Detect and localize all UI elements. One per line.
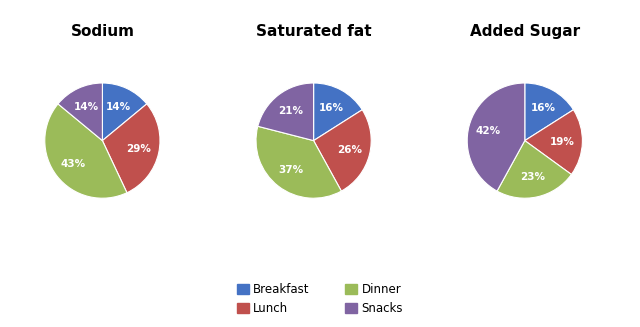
Wedge shape <box>102 104 160 193</box>
Title: Sodium: Sodium <box>70 24 134 39</box>
Text: 16%: 16% <box>319 103 344 113</box>
Text: 21%: 21% <box>278 106 303 116</box>
Wedge shape <box>258 83 314 141</box>
Text: 23%: 23% <box>520 172 545 182</box>
Wedge shape <box>102 83 147 141</box>
Text: 16%: 16% <box>531 103 556 113</box>
Wedge shape <box>58 83 102 141</box>
Wedge shape <box>467 83 525 191</box>
Wedge shape <box>256 126 341 198</box>
Title: Added Sugar: Added Sugar <box>470 24 580 39</box>
Wedge shape <box>314 83 362 141</box>
Wedge shape <box>497 141 572 198</box>
Text: 19%: 19% <box>550 137 575 147</box>
Text: 37%: 37% <box>278 165 303 175</box>
Wedge shape <box>525 110 582 175</box>
Text: 26%: 26% <box>337 145 362 155</box>
Wedge shape <box>525 83 573 141</box>
Title: Saturated fat: Saturated fat <box>256 24 371 39</box>
Wedge shape <box>314 110 371 191</box>
Wedge shape <box>45 104 127 198</box>
Text: 14%: 14% <box>74 102 99 112</box>
Text: 14%: 14% <box>106 102 131 112</box>
Text: 29%: 29% <box>127 144 152 154</box>
Legend: Breakfast, Lunch, Dinner, Snacks: Breakfast, Lunch, Dinner, Snacks <box>231 277 409 321</box>
Text: 43%: 43% <box>60 159 85 168</box>
Text: 42%: 42% <box>476 126 501 136</box>
